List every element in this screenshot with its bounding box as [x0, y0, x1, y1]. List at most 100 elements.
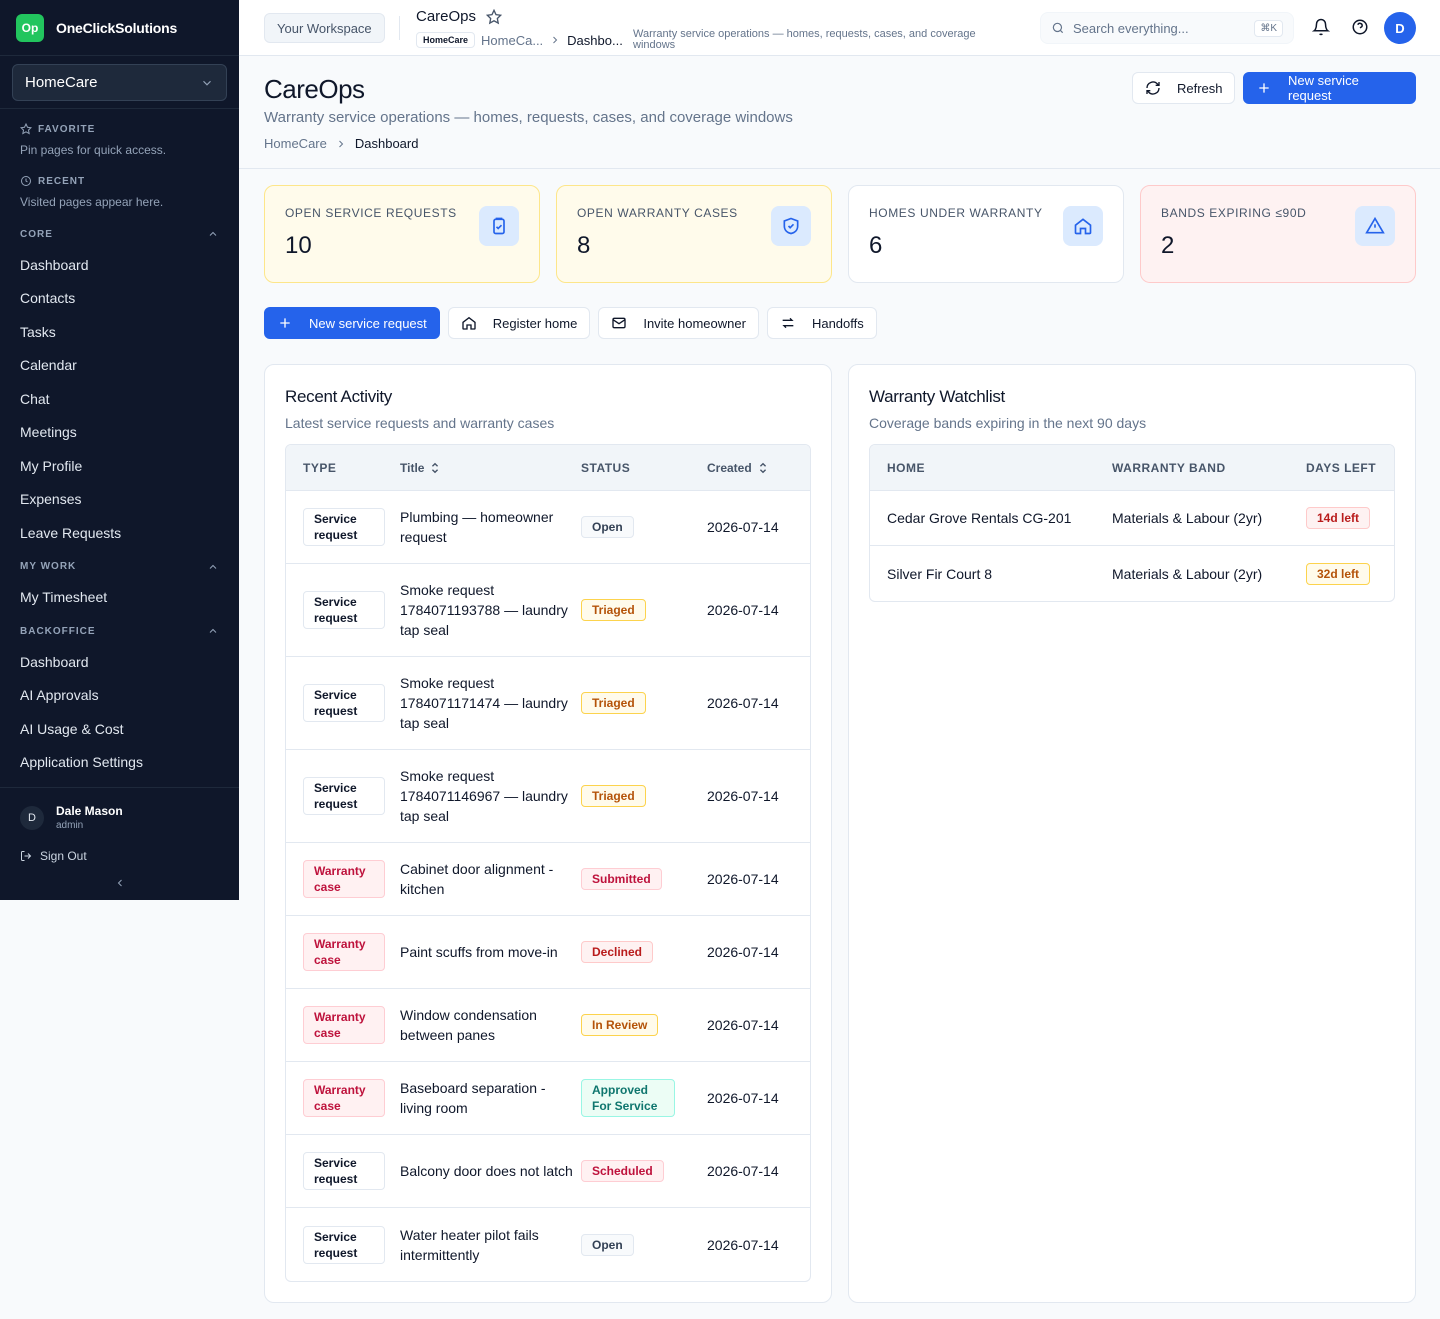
- chevron-down-icon: [200, 76, 214, 90]
- table-row[interactable]: Warranty case Baseboard separation - livi…: [286, 1062, 810, 1135]
- watchlist-title: Warranty Watchlist: [869, 387, 1005, 406]
- recent-activity-card: Recent Activity Latest service requests …: [264, 364, 832, 1303]
- handoffs-button[interactable]: Handoffs: [766, 307, 877, 339]
- stat-card-open-warranty-cases[interactable]: OPEN WARRANTY CASES 8: [556, 185, 832, 283]
- column-created[interactable]: Created: [707, 458, 807, 478]
- watchlist-subtitle: Coverage bands expiring in the next 90 d…: [869, 415, 1147, 431]
- sidebar-item-my-timesheet[interactable]: My Timesheet: [20, 589, 108, 606]
- top-breadcrumb-item[interactable]: HomeCa...: [481, 32, 544, 48]
- help-icon[interactable]: [1351, 18, 1369, 36]
- status-badge: Triaged: [581, 599, 646, 621]
- table-row[interactable]: Cedar Grove Rentals CG-201 Materials & La…: [870, 491, 1394, 546]
- recent-activity-title: Recent Activity: [285, 387, 392, 406]
- arrows-swap-icon: [780, 315, 796, 331]
- brand[interactable]: Op OneClickSolutions: [0, 0, 239, 56]
- status-badge: In Review: [581, 1014, 659, 1036]
- column-home: HOME: [887, 460, 925, 475]
- table-row[interactable]: Service request Plumbing — homeowner requ…: [286, 491, 810, 564]
- sidebar-item-ai-approvals[interactable]: AI Approvals: [20, 687, 99, 704]
- sidebar-item-contacts[interactable]: Contacts: [20, 290, 76, 307]
- sidebar-item-ai-usage-cost[interactable]: AI Usage & Cost: [20, 720, 124, 737]
- table-row[interactable]: Warranty case Cabinet door alignment - ki…: [286, 843, 810, 916]
- search-input[interactable]: Search everything... ⌘K: [1040, 12, 1294, 44]
- breadcrumb-item[interactable]: HomeCare: [264, 136, 327, 151]
- sign-out-label: Sign Out: [40, 849, 87, 863]
- refresh-button[interactable]: Refresh: [1132, 72, 1235, 104]
- sidebar-item-application-settings[interactable]: Application Settings: [20, 754, 143, 771]
- row-title: Balcony door does not latch: [400, 1163, 573, 1179]
- row-title: Paint scuffs from move-in: [400, 944, 558, 960]
- chevron-up-icon: [207, 228, 219, 240]
- status-badge: Triaged: [581, 692, 646, 714]
- collapse-sidebar-button[interactable]: [20, 877, 219, 889]
- type-badge: Service request: [303, 777, 385, 815]
- table-row[interactable]: Warranty case Paint scuffs from move-in De…: [286, 916, 810, 989]
- table-row[interactable]: Silver Fir Court 8 Materials & Labour (2y…: [870, 546, 1394, 601]
- bell-icon[interactable]: [1312, 18, 1330, 36]
- section-my-work-header[interactable]: MY WORK: [20, 557, 219, 577]
- clock-icon: [20, 175, 32, 187]
- avatar[interactable]: D: [1384, 12, 1416, 44]
- recent-title: RECENT: [38, 175, 86, 187]
- warranty-watchlist-card: Warranty Watchlist Coverage bands expiri…: [848, 364, 1416, 1303]
- sidebar-item-tasks[interactable]: Tasks: [20, 323, 56, 340]
- page-subtitle: Warranty service operations — homes, req…: [264, 109, 793, 126]
- row-title: Smoke request 1784071193788 — laundry ta…: [400, 582, 568, 638]
- sidebar-item-my-profile[interactable]: My Profile: [20, 457, 83, 474]
- new-service-request-button[interactable]: New service request: [1243, 72, 1416, 104]
- table-row[interactable]: Warranty case Window condensation between…: [286, 989, 810, 1062]
- sidebar-item-chat[interactable]: Chat: [20, 390, 50, 407]
- section-backoffice-header[interactable]: BACKOFFICE: [20, 621, 219, 641]
- refresh-label: Refresh: [1177, 80, 1223, 96]
- sidebar-item-backoffice-dashboard[interactable]: Dashboard: [20, 653, 89, 670]
- page-title: CareOps: [264, 74, 365, 104]
- section-core-header[interactable]: CORE: [20, 224, 219, 244]
- table-row[interactable]: Service request Smoke request 17840711469…: [286, 750, 810, 843]
- row-title: Cabinet door alignment - kitchen: [400, 861, 554, 897]
- sidebar: Op OneClickSolutions HomeCare FAVORITE P…: [0, 0, 239, 900]
- user-menu[interactable]: D Dale Mason admin: [20, 804, 219, 831]
- star-icon: [20, 123, 32, 135]
- table-row[interactable]: Service request Smoke request 17840711937…: [286, 564, 810, 657]
- warranty-band: Materials & Labour (2yr): [1112, 510, 1263, 526]
- sort-icon: [758, 462, 768, 474]
- row-title: Window condensation between panes: [400, 1007, 537, 1043]
- sign-out-button[interactable]: Sign Out: [20, 849, 219, 863]
- type-badge: Warranty case: [303, 860, 385, 898]
- type-badge: Service request: [303, 508, 385, 546]
- sidebar-item-expenses[interactable]: Expenses: [20, 491, 82, 508]
- search-shortcut: ⌘K: [1254, 19, 1283, 37]
- table-row[interactable]: Service request Balcony door does not lat…: [286, 1135, 810, 1208]
- watchlist-table: HOME WARRANTY BAND DAYS LEFT Cedar Grove…: [869, 444, 1395, 602]
- created-date: 2026-07-14: [707, 1236, 779, 1253]
- type-badge: Warranty case: [303, 933, 385, 971]
- stat-label: OPEN WARRANTY CASES: [577, 206, 738, 220]
- invite-homeowner-button[interactable]: Invite homeowner: [598, 307, 759, 339]
- star-icon[interactable]: [486, 8, 503, 25]
- row-title: Baseboard separation - living room: [400, 1080, 546, 1116]
- stat-card-homes-under-warranty[interactable]: HOMES UNDER WARRANTY 6: [848, 185, 1124, 283]
- chevron-left-icon: [114, 877, 126, 889]
- type-badge: Service request: [303, 1152, 385, 1190]
- stat-card-open-service-requests[interactable]: OPEN SERVICE REQUESTS 10: [264, 185, 540, 283]
- chevron-up-icon: [207, 561, 219, 573]
- refresh-icon: [1145, 80, 1161, 96]
- search-placeholder: Search everything...: [1073, 20, 1189, 36]
- table-row[interactable]: Service request Smoke request 17840711714…: [286, 657, 810, 750]
- register-home-button[interactable]: Register home: [447, 307, 591, 339]
- column-title[interactable]: Title: [400, 458, 581, 478]
- sidebar-item-leave-requests[interactable]: Leave Requests: [20, 524, 122, 541]
- sidebar-item-dashboard[interactable]: Dashboard: [20, 256, 89, 273]
- avatar: D: [20, 805, 44, 830]
- sidebar-item-meetings[interactable]: Meetings: [20, 424, 77, 441]
- workspace-button[interactable]: Your Workspace: [264, 13, 385, 43]
- new-service-request-button[interactable]: New service request: [264, 307, 440, 339]
- clipboard-check-icon: [479, 206, 519, 246]
- table-row[interactable]: Service request Water heater pilot fails …: [286, 1208, 810, 1281]
- org-selector[interactable]: HomeCare: [12, 64, 227, 101]
- search-icon: [1051, 21, 1065, 35]
- created-date: 2026-07-14: [707, 871, 779, 887]
- stat-card-bands-expiring[interactable]: BANDS EXPIRING ≤90D 2: [1140, 185, 1416, 283]
- status-badge: Triaged: [581, 785, 646, 807]
- sidebar-item-calendar[interactable]: Calendar: [20, 357, 77, 374]
